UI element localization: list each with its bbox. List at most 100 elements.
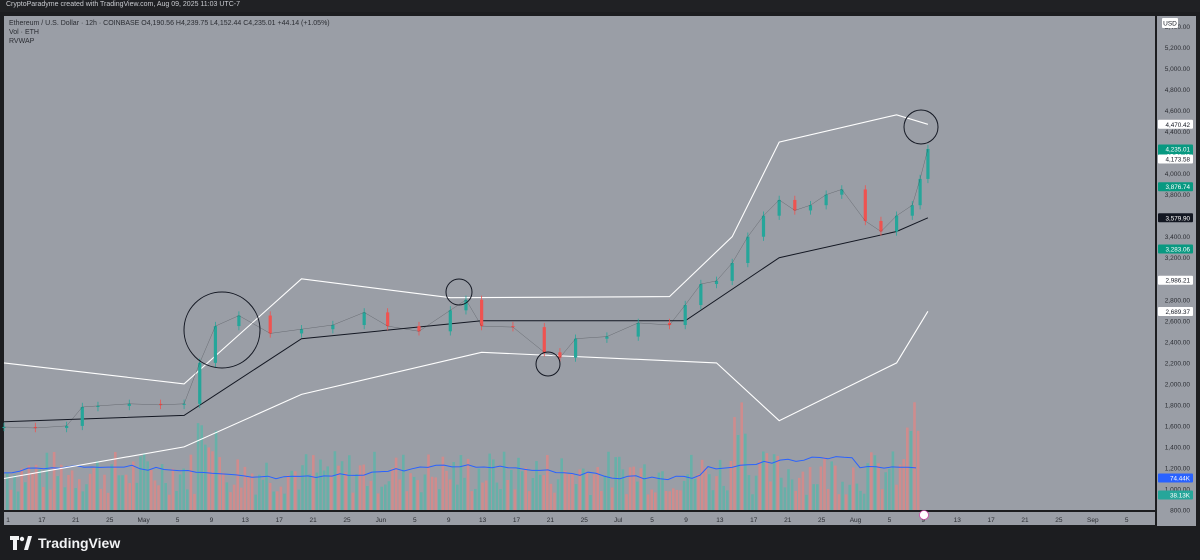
volume-bar <box>268 482 272 510</box>
volume-bar <box>186 489 189 510</box>
time-tick-label: May <box>137 517 150 524</box>
volume-bar <box>434 477 437 510</box>
volume-bar <box>150 470 153 510</box>
time-tick-label: Jun <box>376 517 387 524</box>
volume-bar <box>744 433 747 510</box>
volume-bar <box>369 480 373 510</box>
price-tick-label: 4,000.00 <box>1165 171 1191 178</box>
volume-bar <box>146 461 149 510</box>
currency-badge <box>1162 18 1178 28</box>
time-tick-label: 9 <box>921 517 925 524</box>
volume-bar <box>160 464 164 510</box>
volume-bar <box>632 466 635 510</box>
price-badge <box>1158 306 1193 316</box>
volume-bar <box>142 453 146 510</box>
chart-legend: Ethereum / U.S. Dollar · 12h · COINBASE … <box>9 19 330 46</box>
volume-bar <box>164 482 167 510</box>
volume-bar <box>762 451 765 510</box>
volume-bar <box>700 459 704 510</box>
volume-bar <box>106 492 110 510</box>
price-chart-svg[interactable]: 5,400.005,200.005,000.004,800.004,600.00… <box>0 12 1200 527</box>
volume-bar <box>481 482 484 510</box>
volume-bar <box>574 484 578 510</box>
candle-body <box>879 220 883 232</box>
volume-bar <box>535 461 538 510</box>
volume-bar <box>459 455 463 510</box>
volume-bar <box>348 455 351 510</box>
candle-body <box>730 263 734 281</box>
candle-body <box>511 326 515 328</box>
volume-bar <box>589 494 592 510</box>
volume-bar <box>538 474 542 510</box>
volume-bar <box>279 486 283 510</box>
time-tick-label: 13 <box>716 517 724 524</box>
volume-bar <box>276 491 279 510</box>
top-bar: CryptoParadyme created with TradingView.… <box>0 0 1200 12</box>
volume-bar <box>495 482 499 510</box>
volume-bar <box>200 425 203 510</box>
volume-bar <box>542 475 545 510</box>
candle-body <box>96 405 100 407</box>
volume-bar <box>492 459 495 510</box>
volume-bar <box>906 427 909 510</box>
time-tick-label: 9 <box>447 517 451 524</box>
price-tick-label: 4,800.00 <box>1165 87 1191 94</box>
price-tick-label: 4,600.00 <box>1165 108 1191 115</box>
time-tick-label: Jul <box>614 517 623 524</box>
price-tick-label: 1,200.00 <box>1165 465 1191 472</box>
volume-bar <box>877 463 880 510</box>
volume-bar <box>754 475 758 510</box>
volume-bar <box>286 475 290 510</box>
candle-body <box>386 312 390 327</box>
volume-bar <box>592 474 596 510</box>
volume-label: Vol · ETH <box>9 29 39 36</box>
volume-bar <box>135 482 139 510</box>
time-tick-label: 17 <box>513 517 521 524</box>
volume-bar <box>175 490 178 510</box>
time-tick-label: 9 <box>684 517 688 524</box>
volume-bar <box>733 417 736 510</box>
volume-bar <box>222 472 225 510</box>
volume-bar <box>247 476 250 510</box>
volume-bar <box>182 468 185 510</box>
volume-bar <box>718 459 722 510</box>
volume-bar <box>686 474 689 510</box>
time-tick-label: 13 <box>954 517 962 524</box>
volume-bar <box>438 489 441 510</box>
time-tick-label: 21 <box>1021 517 1029 524</box>
volume-bar <box>567 474 571 510</box>
volume-bar <box>708 474 711 510</box>
volume-bar <box>322 470 326 510</box>
volume-bar <box>67 474 70 510</box>
volume-bar <box>412 476 416 510</box>
volume-bar <box>409 473 412 510</box>
volume-bar <box>628 467 632 510</box>
price-tick-label: 2,000.00 <box>1165 381 1191 388</box>
candle-body <box>65 425 69 429</box>
candle-body <box>714 280 719 285</box>
candle-body <box>2 426 6 428</box>
volume-bar <box>625 494 628 510</box>
volume-bar <box>603 475 607 510</box>
candle-body <box>761 215 766 237</box>
volume-bar <box>855 483 859 510</box>
price-badge-label: 38.13K <box>1170 493 1191 500</box>
price-tick-label: 3,800.00 <box>1165 192 1191 199</box>
candle-body <box>605 336 609 339</box>
candle-body <box>895 215 899 232</box>
price-axis-pane <box>1157 16 1196 526</box>
volume-bar <box>355 473 358 510</box>
price-badge <box>1158 182 1193 192</box>
volume-bar <box>578 469 581 510</box>
time-tick-label: 13 <box>479 517 487 524</box>
chart-area[interactable]: 5,400.005,200.005,000.004,800.004,600.00… <box>0 12 1200 527</box>
candle-body <box>417 326 421 332</box>
candle-body <box>910 205 914 216</box>
volume-bar <box>405 491 409 510</box>
volume-bar <box>571 473 574 510</box>
volume-bar <box>758 460 761 510</box>
volume-bar <box>553 492 556 510</box>
candles <box>2 144 930 433</box>
time-tick-label: 17 <box>750 517 758 524</box>
time-tick-label: Sep <box>1087 517 1099 524</box>
